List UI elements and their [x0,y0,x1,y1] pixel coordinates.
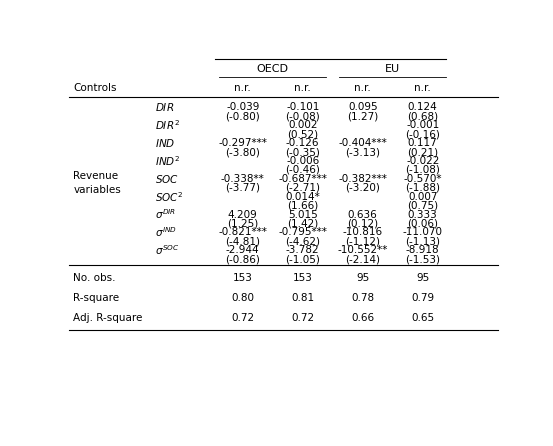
Text: (-3.20): (-3.20) [345,183,380,193]
Text: 0.72: 0.72 [291,313,314,323]
Text: (-0.35): (-0.35) [285,147,320,157]
Text: $\sigma^{DIR}$: $\sigma^{DIR}$ [155,208,176,222]
Text: 153: 153 [233,273,253,283]
Text: 95: 95 [356,273,369,283]
Text: (-2.71): (-2.71) [285,183,320,193]
Text: (1.66): (1.66) [287,201,319,211]
Text: -0.795***: -0.795*** [278,227,327,237]
Text: $SOC$: $SOC$ [155,173,179,185]
Text: (0.06): (0.06) [407,219,438,228]
Text: (-2.14): (-2.14) [345,254,380,264]
Text: -3.782: -3.782 [286,245,320,255]
Text: n.r.: n.r. [354,83,371,93]
Text: 95: 95 [416,273,429,283]
Text: (-1.12): (-1.12) [345,236,380,246]
Text: (1.25): (1.25) [227,219,258,228]
Text: (-1.13): (-1.13) [405,236,440,246]
Text: OECD: OECD [257,64,289,74]
Text: (0.68): (0.68) [407,112,439,121]
Text: -11.070: -11.070 [403,227,443,237]
Text: -0.382***: -0.382*** [338,174,387,184]
Text: -10.816: -10.816 [343,227,383,237]
Text: 0.007: 0.007 [408,192,437,202]
Text: 0.636: 0.636 [348,210,378,219]
Text: (0.75): (0.75) [407,201,439,211]
Text: 0.124: 0.124 [408,103,437,112]
Text: Controls: Controls [74,83,117,93]
Text: 0.79: 0.79 [411,293,434,303]
Text: No. obs.: No. obs. [74,273,116,283]
Text: (-3.80): (-3.80) [225,147,260,157]
Text: $DIR^2$: $DIR^2$ [155,118,180,132]
Text: 5.015: 5.015 [288,210,317,219]
Text: -0.297***: -0.297*** [218,138,267,148]
Text: (-1.08): (-1.08) [405,165,440,175]
Text: 153: 153 [293,273,312,283]
Text: $SOC^2$: $SOC^2$ [155,190,184,204]
Text: (-0.86): (-0.86) [225,254,260,264]
Text: -0.338**: -0.338** [221,174,264,184]
Text: (0.52): (0.52) [287,129,319,139]
Text: $\sigma^{SOC}$: $\sigma^{SOC}$ [155,244,179,257]
Text: -0.687***: -0.687*** [278,174,327,184]
Text: R-square: R-square [74,293,119,303]
Text: EU: EU [385,64,400,74]
Text: -0.001: -0.001 [406,120,439,130]
Text: (1.42): (1.42) [287,219,319,228]
Text: (-1.88): (-1.88) [405,183,440,193]
Text: 0.002: 0.002 [288,120,317,130]
Text: -8.918: -8.918 [406,245,440,255]
Text: 0.81: 0.81 [291,293,314,303]
Text: 0.72: 0.72 [231,313,254,323]
Text: (-0.08): (-0.08) [285,112,320,121]
Text: -0.570*: -0.570* [404,174,442,184]
Text: 0.117: 0.117 [408,138,437,148]
Text: (-0.16): (-0.16) [405,129,440,139]
Text: -0.101: -0.101 [286,103,320,112]
Text: (0.12): (0.12) [347,219,378,228]
Text: -10.552**: -10.552** [337,245,388,255]
Text: Adj. R-square: Adj. R-square [74,313,143,323]
Text: (-4.62): (-4.62) [285,236,320,246]
Text: (1.27): (1.27) [347,112,378,121]
Text: (-1.05): (-1.05) [285,254,320,264]
Text: $IND^2$: $IND^2$ [155,154,180,168]
Text: (-0.80): (-0.80) [225,112,260,121]
Text: 0.095: 0.095 [348,103,378,112]
Text: 0.80: 0.80 [231,293,254,303]
Text: n.r.: n.r. [414,83,431,93]
Text: (-3.77): (-3.77) [225,183,260,193]
Text: (-0.46): (-0.46) [285,165,320,175]
Text: (-1.53): (-1.53) [405,254,440,264]
Text: $DIR$: $DIR$ [155,101,174,113]
Text: Revenue
variables: Revenue variables [74,171,121,195]
Text: n.r.: n.r. [234,83,251,93]
Text: 0.333: 0.333 [408,210,437,219]
Text: 0.65: 0.65 [411,313,434,323]
Text: -0.039: -0.039 [226,103,259,112]
Text: -2.944: -2.944 [226,245,259,255]
Text: -0.821***: -0.821*** [218,227,267,237]
Text: -0.022: -0.022 [406,156,440,166]
Text: $IND$: $IND$ [155,137,175,149]
Text: n.r.: n.r. [294,83,311,93]
Text: 4.209: 4.209 [228,210,258,219]
Text: 0.78: 0.78 [351,293,374,303]
Text: -0.006: -0.006 [286,156,319,166]
Text: 0.66: 0.66 [351,313,374,323]
Text: -0.404***: -0.404*** [338,138,387,148]
Text: (0.21): (0.21) [407,147,439,157]
Text: (-3.13): (-3.13) [345,147,380,157]
Text: $\sigma^{IND}$: $\sigma^{IND}$ [155,226,177,240]
Text: (-4.81): (-4.81) [225,236,260,246]
Text: -0.126: -0.126 [286,138,320,148]
Text: 0.014*: 0.014* [285,192,320,202]
